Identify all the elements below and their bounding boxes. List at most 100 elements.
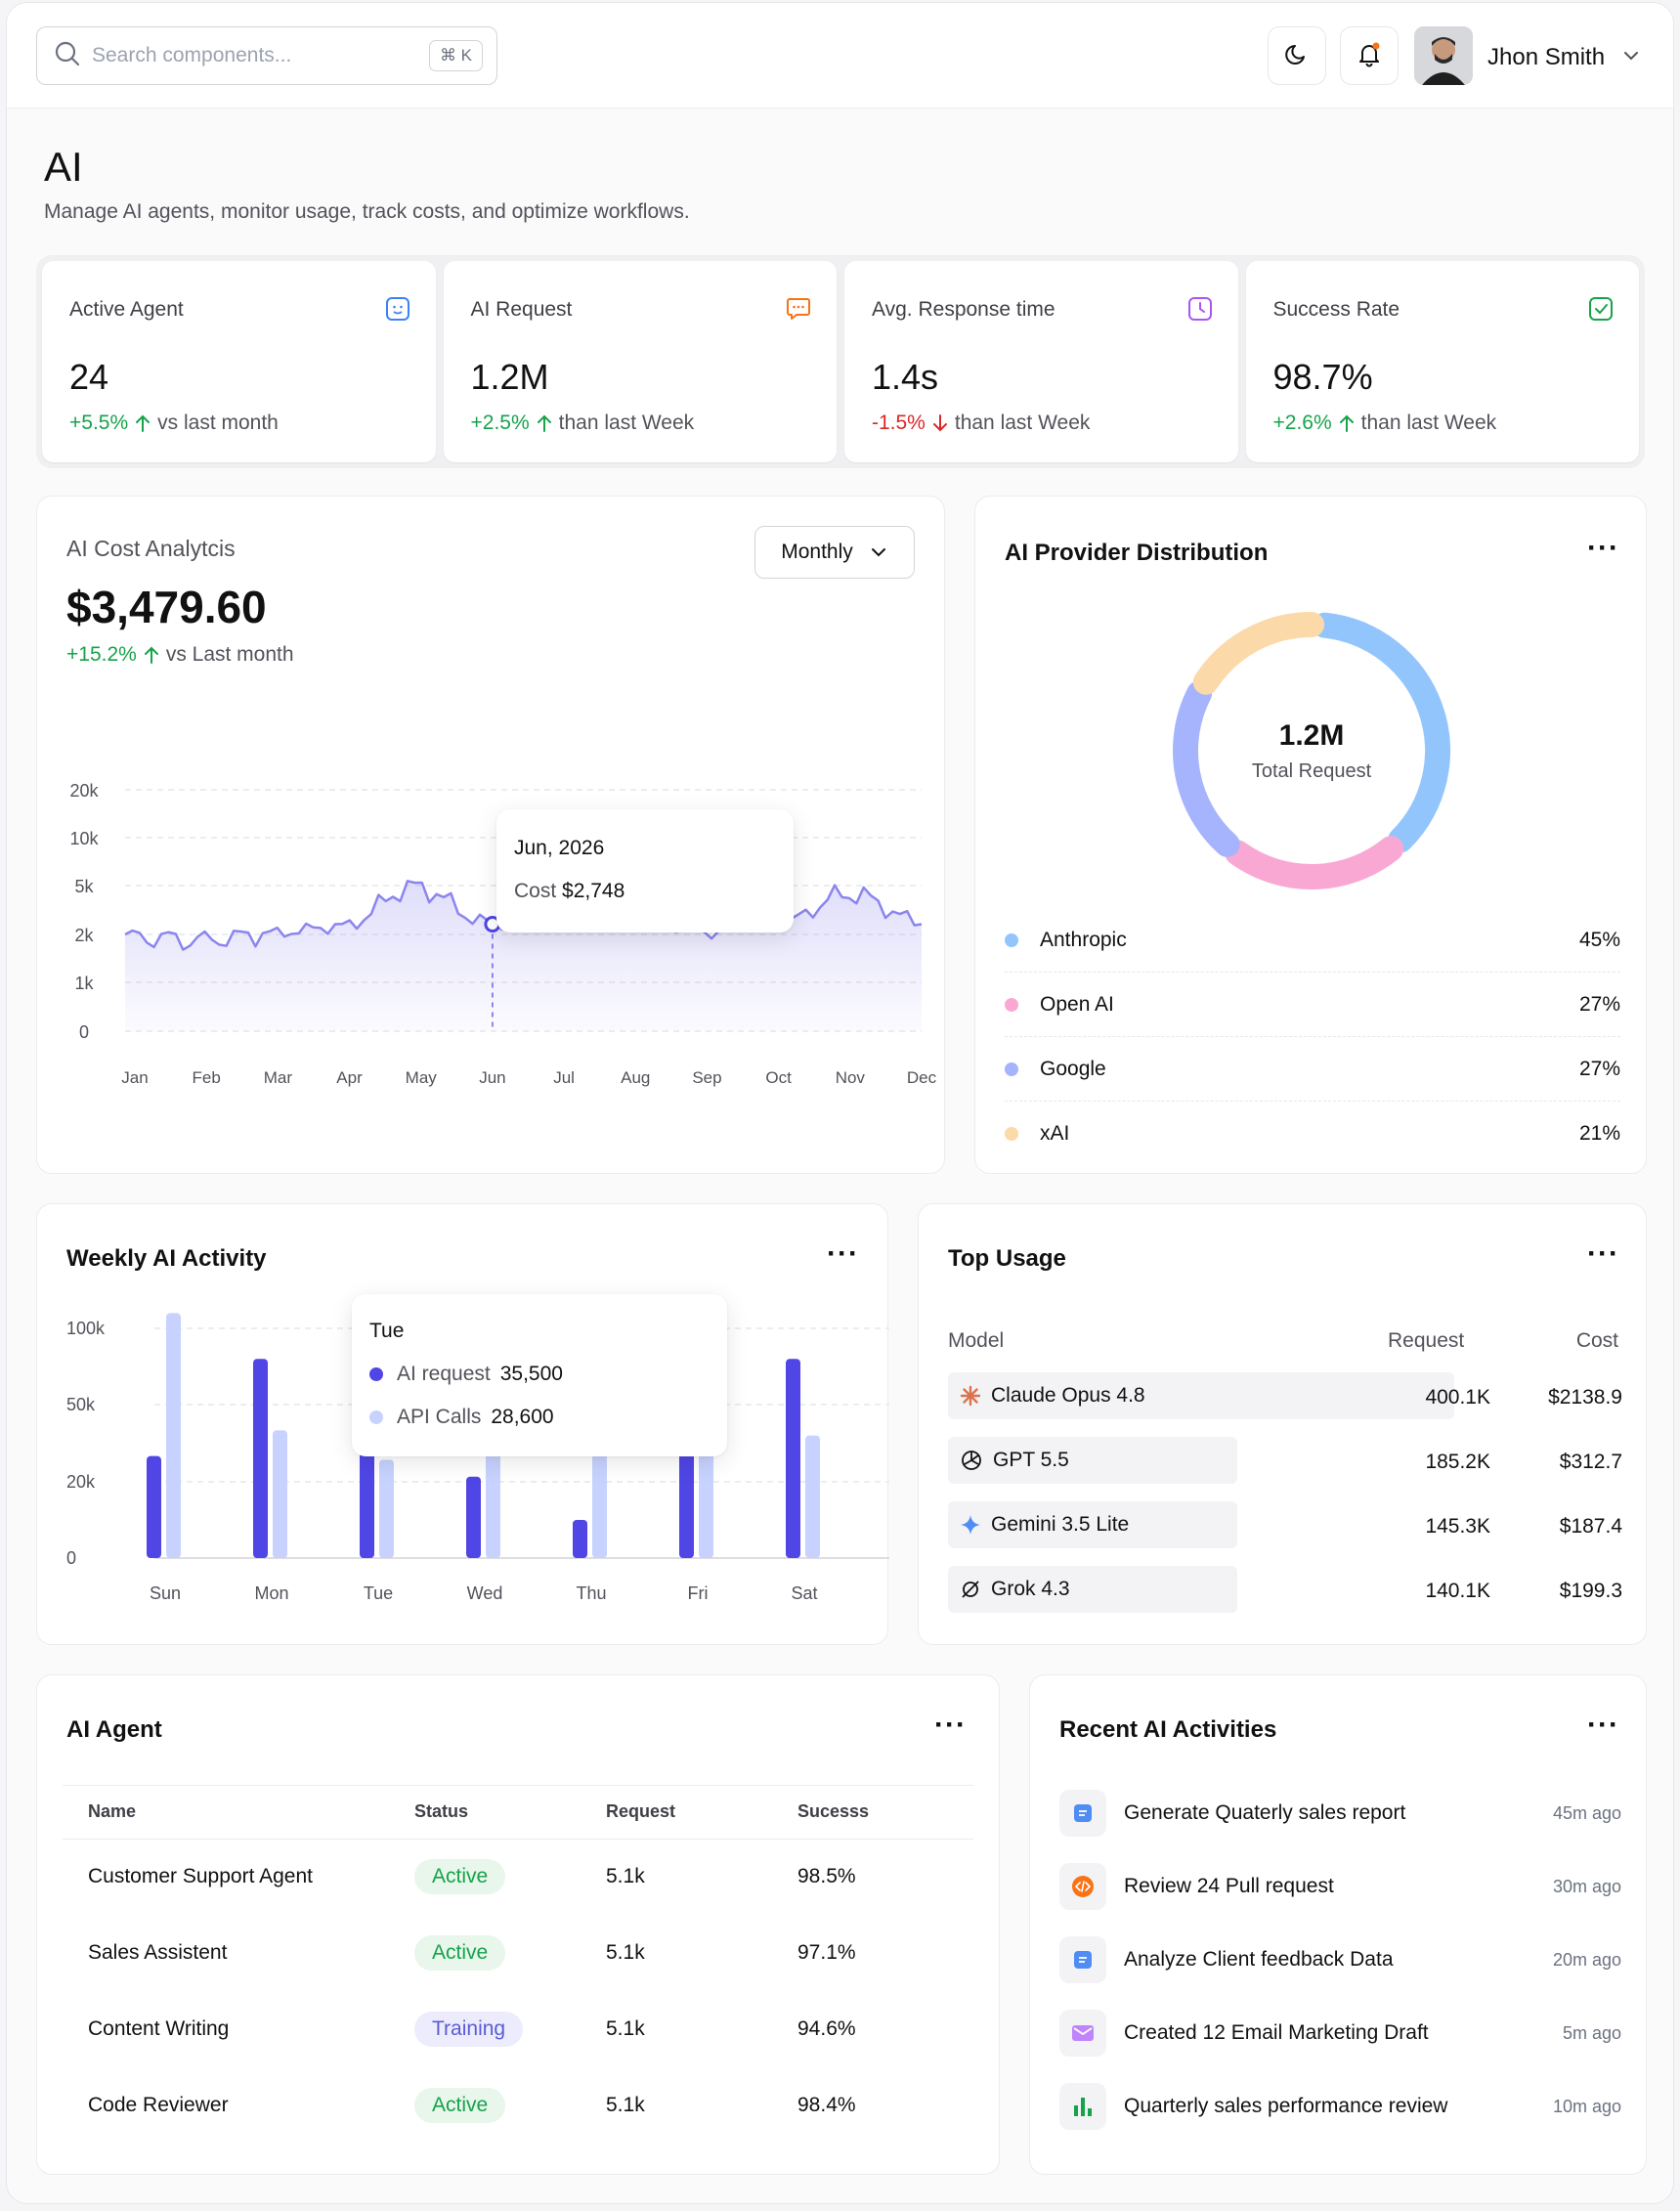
activity-time: 20m ago [1552, 1949, 1621, 1970]
bar-ai-request [147, 1455, 161, 1558]
x-tick-label: Feb [193, 1068, 221, 1087]
x-tick-label: Wed [467, 1583, 503, 1603]
avatar[interactable] [1414, 26, 1473, 85]
activity-item[interactable]: Review 24 Pull request 30m ago [1059, 1862, 1621, 1911]
delta-value: +2.6% [1272, 412, 1332, 434]
more-icon[interactable]: ··· [1587, 1237, 1619, 1270]
document-icon [1059, 1790, 1106, 1837]
activity-item[interactable]: Created 12 Email Marketing Draft 5m ago [1059, 2009, 1621, 2058]
y-tick-label: 0 [66, 1548, 76, 1568]
cost-line-chart[interactable]: 0 1k 2k 5k 10k 20k Jan Feb Mar Apr May Jun Jul Aug Sep… [37, 712, 946, 1171]
usage-model: Gemini 3.5 Lite [960, 1513, 1129, 1537]
arrow-up-icon [1339, 414, 1354, 432]
activity-item[interactable]: Quarterly sales performance review 10m a… [1059, 2082, 1621, 2131]
bar-api-calls [166, 1313, 181, 1558]
period-dropdown[interactable]: Monthly [754, 526, 915, 579]
stat-card-response-time[interactable]: Avg. Response time 1.4s -1.5% than last … [844, 261, 1238, 462]
legend-dot [369, 1367, 383, 1381]
table-row[interactable]: Customer Support Agent Active 5.1k 98.5% [63, 1840, 973, 1916]
legend-pct: 27% [1578, 992, 1620, 1016]
usage-cost: $187.4 [1559, 1515, 1622, 1538]
search-box[interactable]: ⌘ K [36, 26, 497, 85]
stat-value: 1.4s [872, 357, 939, 397]
model-name: Claude Opus 4.8 [991, 1384, 1145, 1407]
provider-donut-chart [1173, 612, 1450, 889]
moon-icon [1282, 39, 1312, 73]
stat-card-active-agent[interactable]: Active Agent 24 +5.5% vs last month [42, 261, 436, 462]
search-icon [53, 39, 82, 73]
tooltip-day: Tue [369, 1320, 405, 1342]
legend-dot [1005, 1062, 1018, 1076]
clock-icon [1187, 296, 1213, 322]
delta-suffix: vs last month [157, 412, 279, 434]
legend-dot [369, 1410, 383, 1424]
more-icon[interactable]: ··· [934, 1709, 967, 1741]
model-name: Grok 4.3 [991, 1578, 1070, 1600]
agent-success: 97.1% [797, 1941, 856, 1964]
search-input[interactable] [92, 44, 414, 67]
stat-delta: +5.5% vs last month [69, 412, 279, 435]
app-frame: ⌘ K Jhon Smith AI Manage AI agents, moni… [6, 2, 1674, 2204]
x-tick-label: Aug [621, 1068, 650, 1087]
x-tick-label: Nov [836, 1068, 866, 1087]
activity-item[interactable]: Analyze Client feedback Data 20m ago [1059, 1935, 1621, 1984]
chevron-down-icon[interactable] [1621, 46, 1641, 70]
usage-row[interactable]: Grok 4.3 140.1K $199.3 [948, 1566, 1622, 1613]
bar-api-calls [805, 1435, 820, 1558]
table-row[interactable]: Sales Assistent Active 5.1k 97.1% [63, 1916, 973, 1992]
arrow-up-icon [144, 646, 158, 664]
message-icon [786, 296, 811, 322]
x-tick-label: May [406, 1068, 438, 1087]
legend-label: Anthropic [1040, 928, 1127, 951]
legend-dot [1005, 1127, 1018, 1141]
card-title: AI Provider Distribution [1005, 540, 1269, 566]
bar-ai-request [360, 1442, 374, 1558]
gemini-icon [961, 1515, 980, 1535]
more-icon[interactable]: ··· [1587, 1709, 1619, 1741]
notification-button[interactable] [1340, 26, 1399, 85]
y-tick-label: 2k [74, 926, 94, 945]
usage-cost: $312.7 [1559, 1451, 1622, 1473]
delta-suffix: than last Week [954, 412, 1091, 434]
arrow-up-icon [136, 414, 151, 432]
usage-cost: $199.3 [1559, 1580, 1622, 1602]
page-subtitle: Manage AI agents, monitor usage, track c… [44, 200, 690, 223]
legend-label: Open AI [1040, 992, 1114, 1016]
activity-item[interactable]: Generate Quaterly sales report 45m ago [1059, 1789, 1621, 1838]
activity-time: 45m ago [1552, 1802, 1621, 1823]
bar-ai-request [786, 1359, 800, 1558]
usage-cost: $2138.9 [1548, 1386, 1622, 1409]
bar-ai-request [573, 1520, 587, 1558]
weekly-tooltip: Tue AI request 35,500 API Calls 28,600 [352, 1294, 727, 1456]
weekly-bar-chart[interactable]: 0 20k 50k 100k Sun Mon Tue Wed Thu Fri Sat [37, 1302, 889, 1634]
more-icon[interactable]: ··· [827, 1237, 859, 1270]
usage-row[interactable]: Claude Opus 4.8 400.1K $2138.9 [948, 1372, 1622, 1419]
usage-row[interactable]: Gemini 3.5 Lite 145.3K $187.4 [948, 1501, 1622, 1548]
stat-card-success-rate[interactable]: Success Rate 98.7% +2.6% than last Week [1245, 261, 1639, 462]
activity-time: 30m ago [1552, 1876, 1621, 1896]
delta-suffix: than last Week [1360, 412, 1497, 434]
user-name[interactable]: Jhon Smith [1487, 44, 1606, 70]
bar-ai-request [466, 1476, 481, 1558]
model-name: Gemini 3.5 Lite [991, 1513, 1130, 1536]
ai-agent-card: AI Agent ··· Name Status Request Sucesss… [36, 1674, 1000, 2175]
tooltip-row-ai-request: AI request 35,500 [369, 1363, 563, 1386]
usage-row[interactable]: GPT 5.5 185.2K $312.7 [948, 1437, 1622, 1484]
document-icon [1059, 1936, 1106, 1983]
cost-label: AI Cost Analytcis [66, 536, 236, 561]
legend-pct: 27% [1578, 1057, 1620, 1080]
theme-toggle-button[interactable] [1268, 26, 1326, 85]
activity-text: Review 24 Pull request [1124, 1875, 1334, 1897]
x-tick-label: Dec [907, 1068, 937, 1087]
arrow-up-icon [537, 414, 551, 432]
table-row[interactable]: Code Reviewer Active 5.1k 98.4% [63, 2068, 973, 2145]
delta-value: +5.5% [69, 412, 129, 434]
activity-time: 10m ago [1552, 2096, 1621, 2116]
tooltip-value: 28,600 [491, 1406, 554, 1428]
tooltip-value: $2,748 [562, 880, 625, 902]
legend-pct: 45% [1578, 928, 1620, 951]
more-icon[interactable]: ··· [1587, 532, 1619, 564]
stat-card-ai-request[interactable]: AI Request 1.2M +2.5% than last Week [443, 261, 837, 462]
table-row[interactable]: Content Writing Training 5.1k 94.6% [63, 1992, 973, 2068]
column-header: Sucesss [797, 1801, 870, 1821]
